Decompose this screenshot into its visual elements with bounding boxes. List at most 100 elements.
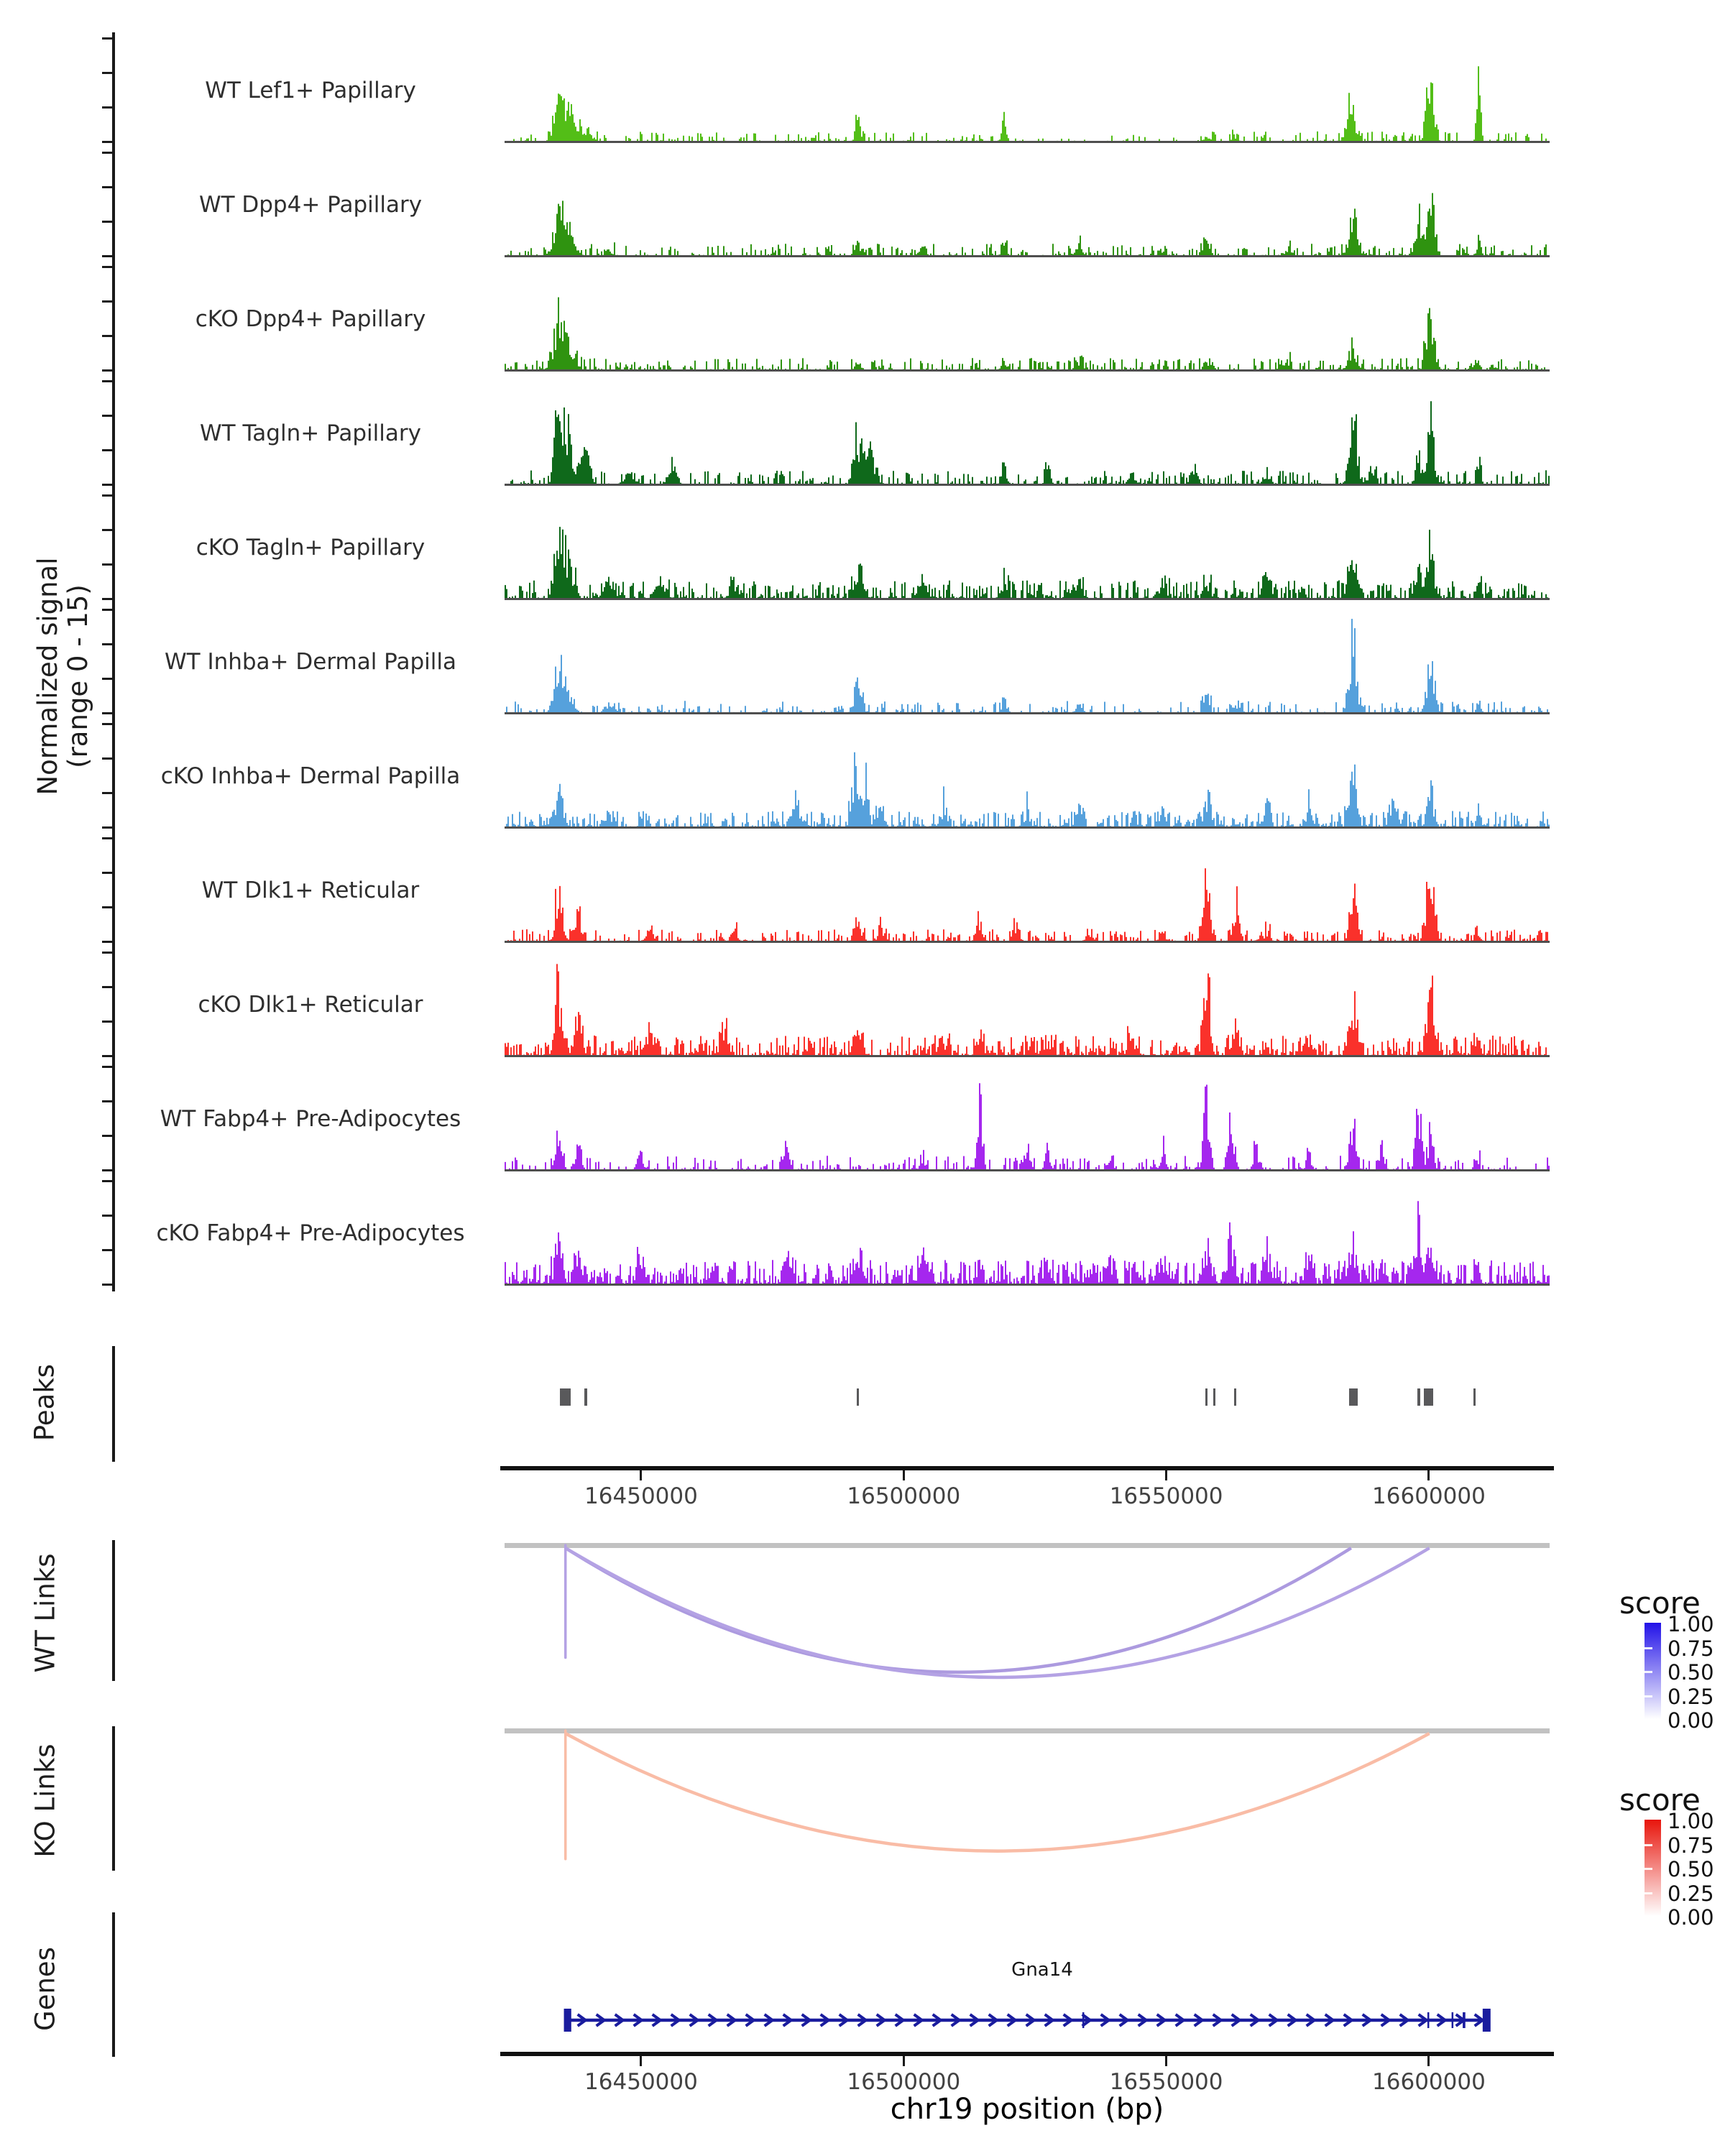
y-axis-line [112,32,115,1291]
y-axis-tick [102,985,114,988]
track-baseline [505,598,1550,600]
track-baseline [505,484,1550,486]
track-signal-plot [505,752,1550,827]
track-baseline [505,712,1550,714]
x-axis-label: chr19 position (bp) [891,2093,1164,2126]
peak-box [1473,1388,1476,1406]
y-axis-tick [102,71,114,74]
genome-axis-tick-label: 16550000 [1109,1483,1223,1509]
genome-axis-tick [902,2056,905,2066]
wt-score-title-text: score [1619,1585,1701,1621]
genome-axis-tick-label: 16450000 [584,2069,698,2095]
y-axis-tick [102,1134,114,1137]
ko-score-title-text: score [1619,1782,1701,1818]
score-legend-tick-label: 1.00 [1668,1809,1714,1833]
y-axis-tick [102,300,114,303]
score-legend-tick-label: 1.00 [1668,1612,1714,1636]
score-legend-tick-label: 0.75 [1668,1833,1714,1858]
y-axis-tick [102,106,114,109]
y-axis-tick [102,1100,114,1102]
y-axis-tick [102,791,114,794]
genome-axis-tick [1165,2056,1168,2066]
genes-panel-label: Genes [30,1914,61,2065]
y-axis-tick [102,1179,114,1182]
track-baseline [505,1055,1550,1057]
peak-box [1233,1388,1236,1406]
gene-model [564,2009,1491,2032]
y-axis-tick [102,871,114,874]
track-baseline [505,826,1550,829]
track-baseline [505,369,1550,372]
ko-links-panel-label: KO Links [30,1711,61,1891]
gene-name-label: Gna14 [1011,1959,1073,1981]
gene-exon [1082,2012,1085,2028]
track-baseline [505,1169,1550,1171]
y-axis-label-line2: (range 0 - 15) [63,584,93,768]
link-arc [564,1547,1353,1674]
peak-box [584,1388,588,1406]
y-axis-tick [102,906,114,908]
wt-score-legend-title: score [1619,1585,1701,1621]
gene-exon [1451,2012,1454,2028]
peak-box [857,1388,860,1406]
peak-box [1205,1388,1208,1406]
track-baseline [505,255,1550,257]
track-label: WT Tagln+ Papillary [200,420,421,446]
track-label: WT Fabp4+ Pre-Adipocytes [160,1106,461,1132]
y-axis-tick [102,37,114,40]
y-axis-tick [102,369,114,372]
score-legend-tick-label: 0.00 [1668,1708,1714,1733]
wt-score-legend-gradient [1644,1623,1661,1719]
track-label: cKO Fabp4+ Pre-Adipocytes [156,1220,465,1246]
ko-links-label-text: KO Links [29,1743,61,1858]
y-axis-tick [102,711,114,714]
y-axis-tick [102,334,114,337]
track-signal-plot [505,66,1550,142]
y-axis-label-line1: Normalized signal [32,557,63,796]
track-signal-plot [505,193,1550,256]
wt-links-axis-line [112,1540,115,1681]
ko-links-axis-line [112,1726,115,1871]
genome-axis-tick-label: 16550000 [1109,2069,1223,2095]
gene-name-text: Gna14 [1011,1959,1073,1981]
track-label: cKO Dlk1+ Reticular [198,992,423,1018]
y-axis-tick [102,608,114,611]
peak-box [560,1388,571,1406]
y-axis-tick [102,826,114,829]
genome-axis-tick [640,2056,643,2066]
track-label: cKO Tagln+ Papillary [196,535,426,561]
y-axis-tick [102,1169,114,1171]
y-axis-tick [102,1283,114,1286]
gene-strand-chevrons [576,2013,1486,2027]
wt-links-panel-label: WT Links [30,1524,61,1703]
y-axis-tick [102,494,114,497]
track-label: cKO Dpp4+ Papillary [195,306,426,332]
genome-axis-tick [1427,2056,1430,2066]
y-axis-tick [102,837,114,839]
track-signal-plot [505,868,1550,941]
peak-box [1348,1388,1358,1406]
genes-axis-line [112,1912,115,2057]
peaks-panel-label-text: Peaks [29,1363,60,1442]
y-axis-tick [102,951,114,954]
y-axis-tick [102,185,114,188]
track-label: WT Dlk1+ Reticular [201,877,420,903]
y-axis-tick [102,483,114,486]
link-arc [564,1547,1430,1680]
track-signal-plot [505,1083,1550,1170]
score-legend-tick-label: 0.50 [1668,1660,1714,1685]
wt-links-label-text: WT Links [29,1553,61,1673]
wt-links-baseline [505,1543,1550,1548]
y-axis-tick [102,1248,114,1251]
genes-label-text: Genes [29,1947,61,2031]
y-axis-tick [102,220,114,223]
genome-axis-tick [640,1470,643,1480]
peaks-panel-label: Peaks [29,1331,60,1475]
gene-exon [1463,2012,1466,2028]
y-axis-tick [102,1020,114,1023]
track-label: WT Inhba+ Dermal Papilla [165,649,456,675]
y-axis-tick [102,563,114,566]
genome-axis-tick [1427,1470,1430,1480]
track-signal-plot [505,619,1550,713]
